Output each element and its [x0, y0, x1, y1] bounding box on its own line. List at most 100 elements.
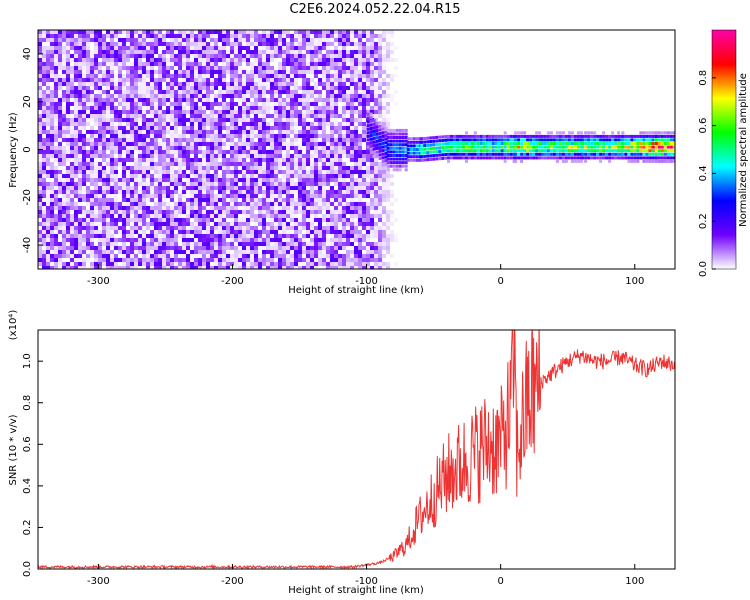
heatmap-cell — [46, 206, 50, 210]
heatmap-cell — [50, 234, 54, 238]
heatmap-cell — [262, 34, 266, 38]
heatmap-cell — [190, 250, 194, 254]
heatmap-cell — [282, 46, 286, 50]
heatmap-cell — [106, 86, 110, 90]
heatmap-cell — [70, 146, 74, 150]
heatmap-cell — [54, 218, 58, 222]
heatmap-cell — [234, 70, 238, 74]
heatmap-cell — [342, 114, 346, 118]
heatmap-cell — [62, 126, 66, 130]
heatmap-cell — [282, 70, 286, 74]
heatmap-cell — [178, 86, 182, 90]
heatmap-cell — [226, 226, 230, 230]
heatmap-cell — [290, 202, 294, 206]
heatmap-cell — [246, 62, 250, 66]
heatmap-cell — [250, 258, 254, 262]
heatmap-cell — [46, 38, 50, 42]
heatmap-cell — [110, 178, 114, 182]
heatmap-cell — [170, 58, 174, 62]
heatmap-cell — [302, 234, 306, 238]
heatmap-cell — [94, 46, 98, 50]
heatmap-cell — [258, 106, 262, 110]
heatmap-cell — [242, 86, 246, 90]
heatmap-cell — [294, 210, 298, 214]
heatmap-cell — [246, 254, 250, 258]
heatmap-cell — [294, 90, 298, 94]
heatmap-cell — [338, 54, 342, 58]
heatmap-cell — [50, 126, 54, 130]
heatmap-cell — [62, 190, 66, 194]
heatmap-cell — [354, 110, 358, 114]
heatmap-cell — [54, 254, 58, 258]
heatmap-cell — [150, 34, 154, 38]
heatmap-cell — [138, 226, 142, 230]
heatmap-cell — [338, 158, 342, 162]
spectrogram-cells — [38, 30, 675, 269]
heatmap-cell — [286, 74, 290, 78]
heatmap-cell — [234, 158, 238, 162]
heatmap-cell — [178, 110, 182, 114]
heatmap-cell — [222, 150, 226, 154]
heatmap-cell — [182, 114, 186, 118]
heatmap-cell — [350, 182, 354, 186]
heatmap-cell — [342, 266, 346, 269]
heatmap-cell — [146, 62, 150, 66]
heatmap-cell — [286, 70, 290, 74]
heatmap-cell — [330, 254, 334, 258]
heatmap-cell — [386, 110, 390, 114]
heatmap-cell — [342, 50, 346, 54]
heatmap-cell — [318, 126, 322, 130]
heatmap-cell — [82, 114, 86, 118]
heatmap-cell — [290, 218, 294, 222]
heatmap-cell — [154, 78, 158, 82]
heatmap-cell — [382, 190, 386, 194]
heatmap-cell — [58, 158, 62, 162]
heatmap-cell — [346, 250, 350, 254]
heatmap-cell — [262, 174, 266, 178]
heatmap-cell — [102, 38, 106, 42]
heatmap-cell — [298, 42, 302, 46]
heatmap-cell — [102, 162, 106, 166]
heatmap-cell — [182, 266, 186, 269]
heatmap-cell — [158, 166, 162, 170]
heatmap-cell — [154, 170, 158, 174]
heatmap-cell — [138, 146, 142, 150]
heatmap-cell — [246, 102, 250, 106]
heatmap-cell — [78, 218, 82, 222]
heatmap-cell — [254, 158, 258, 162]
heatmap-cell — [110, 130, 114, 134]
heatmap-cell — [142, 170, 146, 174]
heatmap-cell — [186, 134, 190, 138]
heatmap-cell — [66, 106, 70, 110]
heatmap-cell — [370, 230, 374, 234]
heatmap-cell — [198, 110, 202, 114]
heatmap-cell — [126, 214, 130, 218]
heatmap-cell — [266, 238, 270, 242]
heatmap-cell — [170, 130, 174, 134]
heatmap-cell — [382, 106, 386, 110]
heatmap-cell — [218, 30, 222, 34]
heatmap-cell — [154, 46, 158, 50]
heatmap-cell — [370, 202, 374, 206]
heatmap-cell — [270, 258, 274, 262]
heatmap-cell — [310, 186, 314, 190]
heatmap-cell — [46, 254, 50, 258]
heatmap-cell — [194, 190, 198, 194]
heatmap-cell — [130, 190, 134, 194]
heatmap-cell — [262, 222, 266, 226]
heatmap-cell — [318, 110, 322, 114]
heatmap-cell — [350, 106, 354, 110]
heatmap-cell — [126, 202, 130, 206]
heatmap-cell — [330, 226, 334, 230]
heatmap-cell — [118, 202, 122, 206]
heatmap-cell — [154, 70, 158, 74]
heatmap-cell — [306, 94, 310, 98]
heatmap-cell — [106, 206, 110, 210]
heatmap-cell — [38, 78, 42, 82]
heatmap-cell — [386, 190, 390, 194]
heatmap-cell — [134, 126, 138, 130]
heatmap-cell — [190, 114, 194, 118]
heatmap-cell — [270, 254, 274, 258]
heatmap-cell — [338, 254, 342, 258]
heatmap-cell — [194, 58, 198, 62]
